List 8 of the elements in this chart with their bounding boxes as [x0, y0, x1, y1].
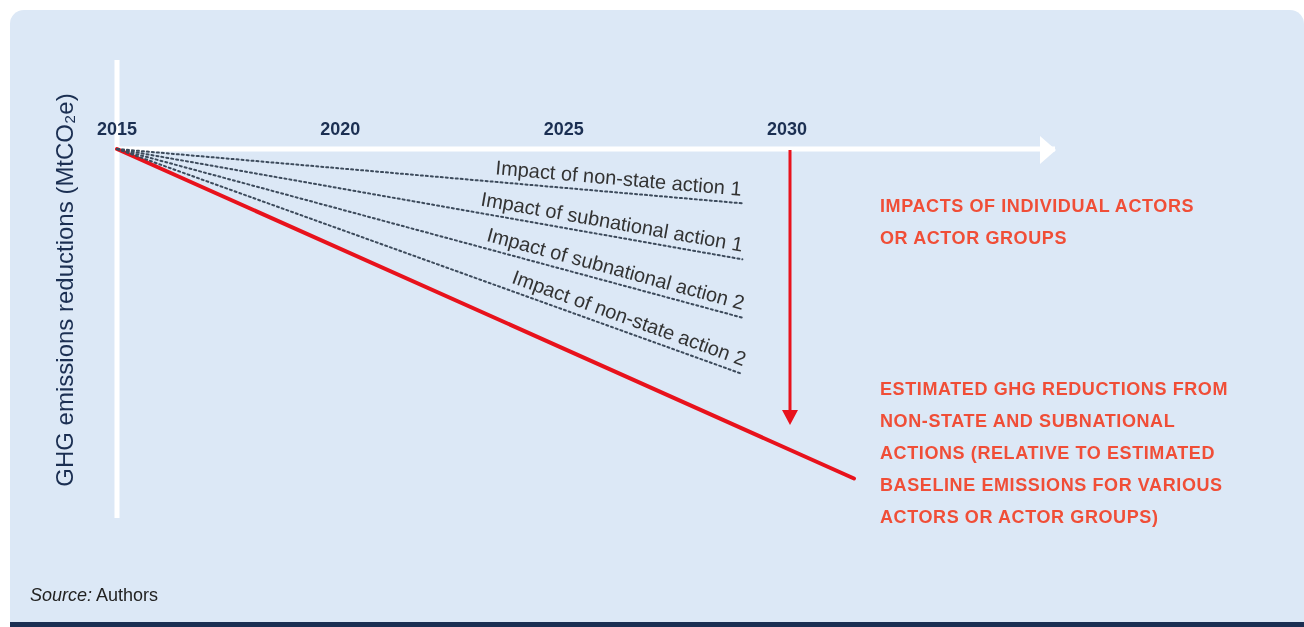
y-axis-title: GHG emissions reductions (MtCO₂e) — [51, 93, 79, 487]
annotation: ESTIMATED GHG REDUCTIONS FROM NON-STATE AND SUBNATIONAL ACTIONS (RELATIVE TO ESTIMATED BASELINE EMISSIONS FOR VARIOUS ACTORS OR ACTOR GROUPS) — [880, 378, 1230, 529]
source-note: Source: Authors — [30, 585, 159, 606]
x-tick-label: 2020 — [320, 118, 361, 139]
x-tick-label: 2015 — [96, 118, 138, 139]
x-tick-label: 2025 — [543, 118, 584, 139]
x-tick-label: 2030 — [766, 118, 808, 139]
annotation: IMPACTS OF INDIVIDUAL ACTORS OR ACTOR GROUPS — [880, 195, 1196, 250]
